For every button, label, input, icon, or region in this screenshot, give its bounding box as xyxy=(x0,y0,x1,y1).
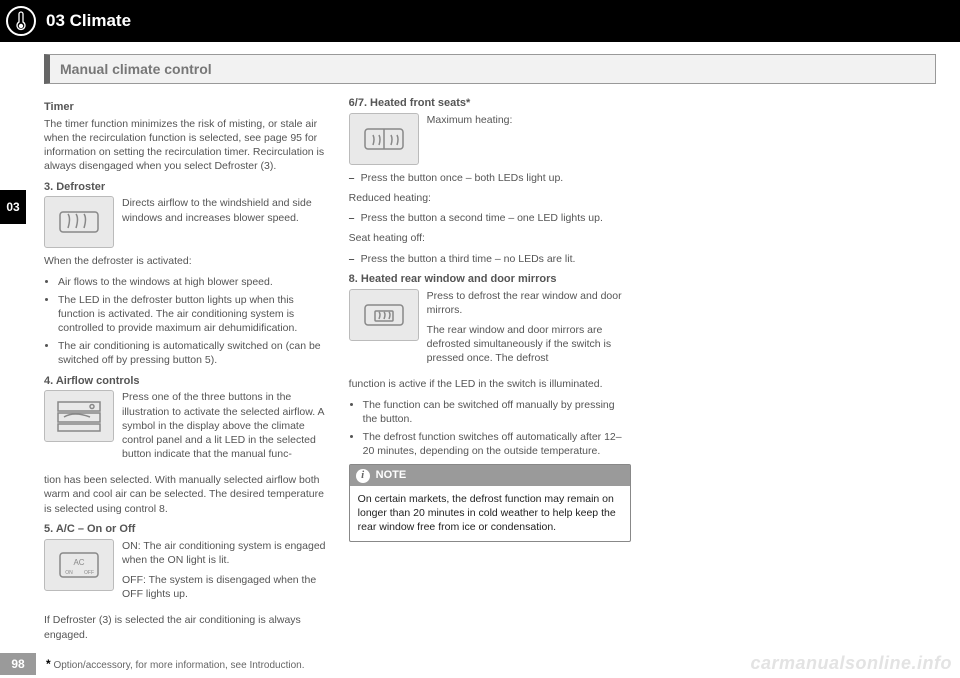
thermometer-icon xyxy=(6,6,36,36)
defroster-list: Air flows to the windows at high blower … xyxy=(44,275,327,368)
heated-seat-icon xyxy=(349,113,419,165)
para-timer: The timer function minimizes the risk of… xyxy=(44,117,327,174)
side-tab: 03 xyxy=(0,190,26,224)
rear-defrost-icon xyxy=(349,289,419,341)
para-airflow-inline: Press one of the three buttons in the il… xyxy=(122,390,327,461)
footnote-text: Option/accessory, for more information, … xyxy=(53,660,304,671)
seat-step-off: –Press the button a third time – no LEDs… xyxy=(349,252,632,266)
ac-inline-block: ON: The air conditioning system is engag… xyxy=(122,539,327,608)
note-title: NOTE xyxy=(376,468,407,483)
heading-airflow: 4. Airflow controls xyxy=(44,374,327,389)
airflow-icon xyxy=(44,390,114,442)
note-box: i NOTE On certain markets, the defrost f… xyxy=(349,464,632,541)
chapter-header: 03 Climate xyxy=(0,0,960,42)
watermark: carmanualsonline.info xyxy=(750,653,952,674)
rear-bullet-2: The defrost function switches off automa… xyxy=(363,430,632,458)
para-defroster-inline: Directs airflow to the windshield and si… xyxy=(122,196,327,242)
heading-seats: 6/7. Heated front seats* xyxy=(349,96,632,111)
inset-airflow: Press one of the three buttons in the il… xyxy=(44,390,327,467)
section-subheader-wrap: Manual climate control xyxy=(0,42,960,90)
rear-bullet-1: The function can be switched off manuall… xyxy=(363,398,632,426)
para-rear-2: The rear window and door mirrors are def… xyxy=(427,323,632,366)
para-rear-3: function is active if the LED in the swi… xyxy=(349,377,632,391)
ac-icon: ACON OFF xyxy=(44,539,114,591)
heading-timer: Timer xyxy=(44,100,327,115)
svg-text:OFF: OFF xyxy=(84,570,94,576)
para-ac-on: ON: The air conditioning system is engag… xyxy=(122,539,327,567)
inset-defroster: Directs airflow to the windshield and si… xyxy=(44,196,327,248)
svg-text:ON: ON xyxy=(65,570,73,576)
inset-seats: Maximum heating: xyxy=(349,113,632,165)
seat-step-reduced: –Press the button a second time – one LE… xyxy=(349,211,632,225)
body-columns: Timer The timer function minimizes the r… xyxy=(44,96,936,642)
info-icon: i xyxy=(356,469,370,483)
section-subheader: Manual climate control xyxy=(44,54,936,84)
heading-ac: 5. A/C – On or Off xyxy=(44,522,327,537)
para-seats-inline: Maximum heating: xyxy=(427,113,513,159)
seat-step-max: –Press the button once – both LEDs light… xyxy=(349,171,632,185)
rear-list: The function can be switched off manuall… xyxy=(349,398,632,459)
seat-step-reduced-text: Press the button a second time – one LED… xyxy=(361,211,603,225)
para-rear-1: Press to defrost the rear window and doo… xyxy=(427,289,632,317)
note-header: i NOTE xyxy=(350,465,631,486)
svg-text:AC: AC xyxy=(73,558,84,567)
seat-step-off-text: Press the button a third time – no LEDs … xyxy=(361,252,576,266)
page-number: 98 xyxy=(0,653,36,675)
manual-page: 03 Climate Manual climate control 03 Tim… xyxy=(0,0,960,678)
para-reduced: Reduced heating: xyxy=(349,191,632,205)
inset-ac: ACON OFF ON: The air conditioning system … xyxy=(44,539,327,608)
para-airflow-2: tion has been selected. With manually se… xyxy=(44,473,327,516)
seat-step-max-text: Press the button once – both LEDs light … xyxy=(361,171,564,185)
para-defroster-head: When the defroster is activated: xyxy=(44,254,327,268)
para-ac-off: OFF: The system is disengaged when the O… xyxy=(122,573,327,601)
note-body: On certain markets, the defrost function… xyxy=(350,486,631,541)
rear-inline-block: Press to defrost the rear window and doo… xyxy=(427,289,632,372)
defroster-bullet-2: The LED in the defroster button lights u… xyxy=(58,293,327,336)
para-ac-note: If Defroster (3) is selected the air con… xyxy=(44,613,327,641)
defroster-bullet-3: The air conditioning is automatically sw… xyxy=(58,339,327,367)
heading-defroster: 3. Defroster xyxy=(44,180,327,195)
inset-rear: Press to defrost the rear window and doo… xyxy=(349,289,632,372)
star-icon: * xyxy=(46,657,51,671)
chapter-title: 03 Climate xyxy=(46,11,131,31)
footnote: * Option/accessory, for more information… xyxy=(46,657,305,671)
defroster-bullet-1: Air flows to the windows at high blower … xyxy=(58,275,327,289)
defroster-icon xyxy=(44,196,114,248)
para-off: Seat heating off: xyxy=(349,231,632,245)
heading-rear: 8. Heated rear window and door mirrors xyxy=(349,272,632,287)
